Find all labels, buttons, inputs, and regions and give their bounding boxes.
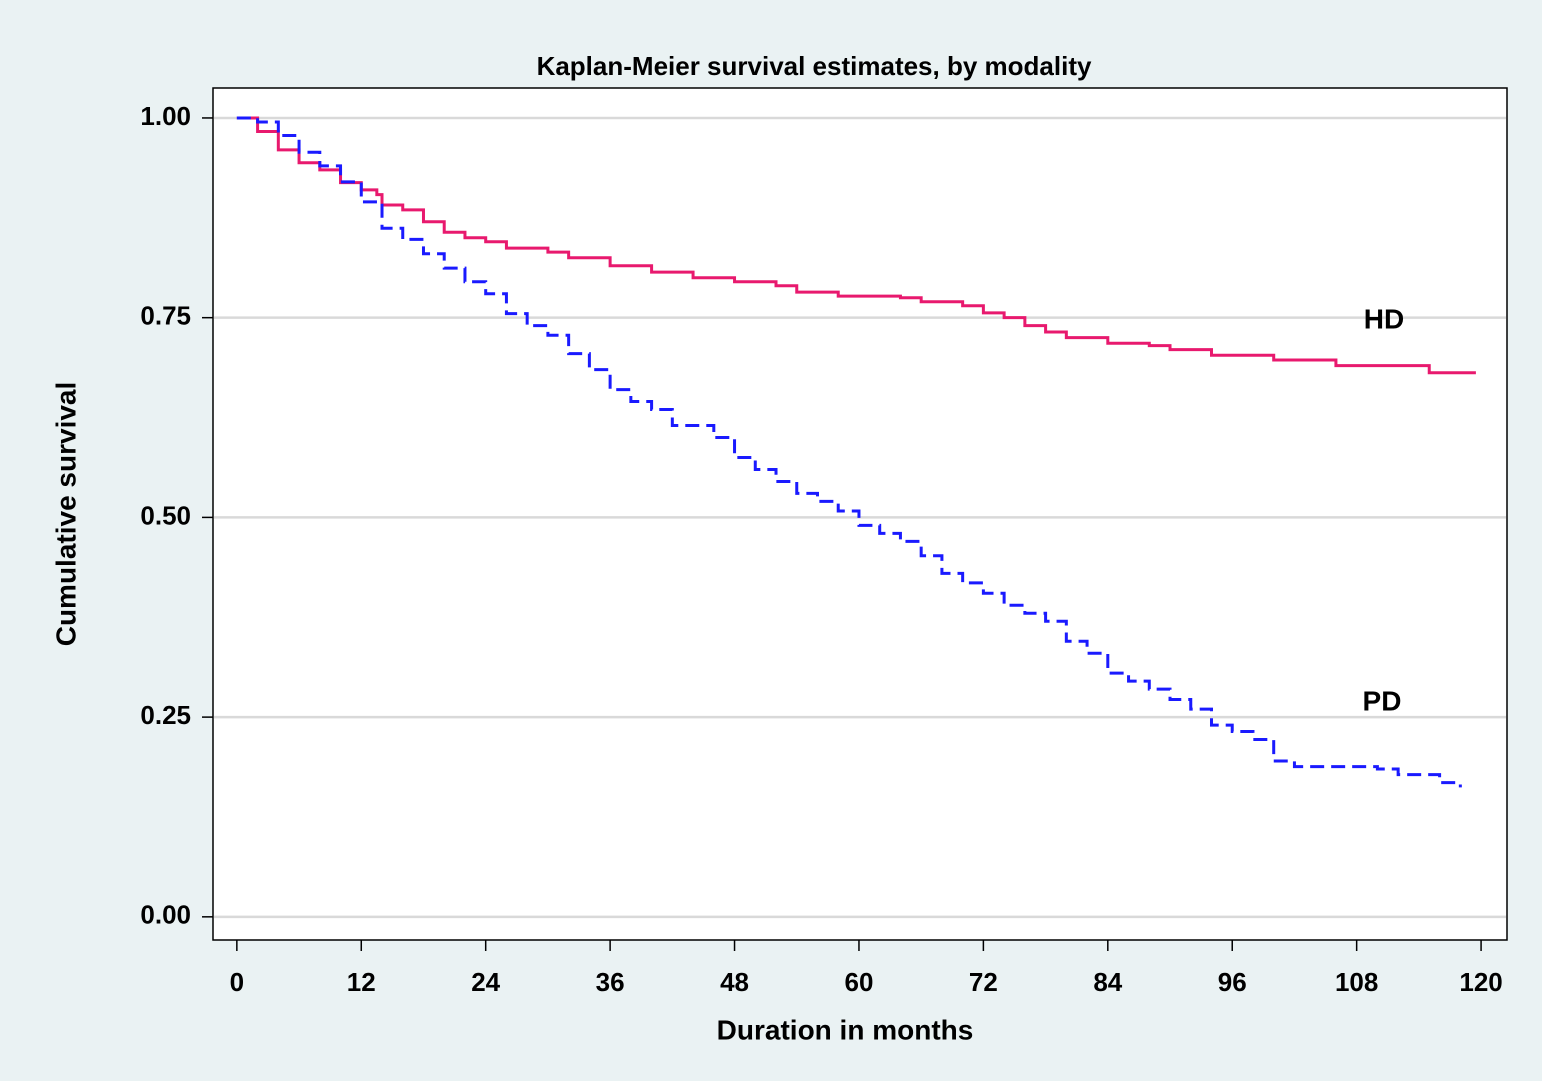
y-tick-label: 0.50 bbox=[140, 500, 191, 530]
x-tick-label: 12 bbox=[347, 967, 376, 997]
y-tick-label: 0.75 bbox=[140, 301, 191, 331]
x-axis-label: Duration in months bbox=[717, 1014, 974, 1045]
survival-line bbox=[236, 116, 1476, 375]
x-tick-label: 36 bbox=[596, 967, 625, 997]
x-tick-label: 60 bbox=[845, 967, 874, 997]
y-tick-label: 1.00 bbox=[140, 101, 191, 131]
x-tick-label: 72 bbox=[969, 967, 998, 997]
x-tick-label: 24 bbox=[471, 967, 500, 997]
survival-line bbox=[236, 116, 1462, 788]
x-tick-label: 84 bbox=[1093, 967, 1122, 997]
y-tick-label: 0.25 bbox=[140, 700, 191, 730]
series-label: HD bbox=[1364, 303, 1404, 334]
y-axis-label: Cumulative survival bbox=[50, 382, 81, 647]
x-tick-label: 96 bbox=[1218, 967, 1247, 997]
x-tick-label: 120 bbox=[1459, 967, 1502, 997]
y-tick-label: 0.00 bbox=[140, 900, 191, 930]
x-tick-label: 0 bbox=[230, 967, 244, 997]
series-label: PD bbox=[1363, 685, 1402, 716]
x-tick-label: 48 bbox=[720, 967, 749, 997]
x-tick-label: 108 bbox=[1335, 967, 1378, 997]
chart-title: Kaplan-Meier survival estimates, by moda… bbox=[537, 51, 1092, 81]
